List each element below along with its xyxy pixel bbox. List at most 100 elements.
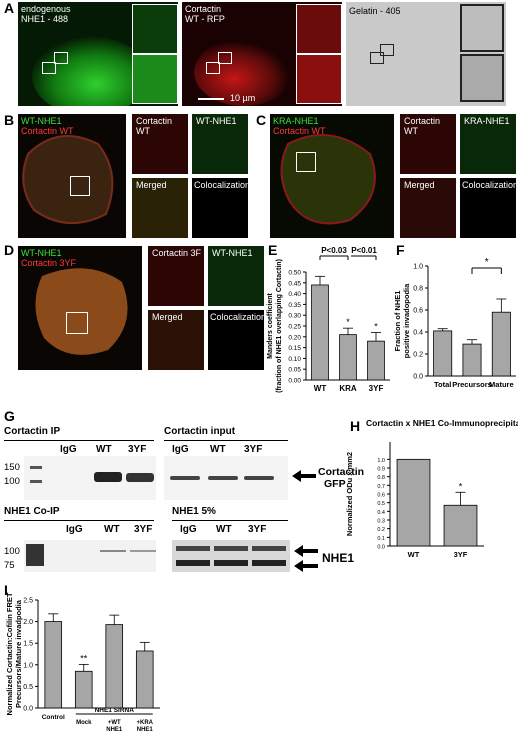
blot-nhe5-band-wt-upper xyxy=(214,546,248,551)
panel-b-main-image: WT-NHE1 Cortactin WT xyxy=(18,114,126,238)
blot-coip-lane-wt: WT xyxy=(104,524,120,535)
panel-c-legend-green: KRA-NHE1 xyxy=(273,116,319,126)
blot-ip-band-3yf xyxy=(126,473,154,482)
blot-ip-band-wt xyxy=(94,472,122,482)
panel-d-roi-box xyxy=(66,312,88,334)
panel-c-main-image: KRA-NHE1 Cortactin WT xyxy=(270,114,394,238)
chart-h-ytick-label-5: 0.5 xyxy=(377,501,385,507)
blot-ip-marker-100 xyxy=(30,480,42,483)
panel-c-merged-sub-label: Merged xyxy=(404,180,435,190)
chart-f-xtick-label-0: Total xyxy=(434,380,451,389)
chart-h-bar-0 xyxy=(396,458,431,547)
chart-i-group-label: NHE1 SiRNA xyxy=(95,707,135,714)
panel-b-nhe1-sub: WT-NHE1 xyxy=(192,114,248,174)
chart-h-ytick-label-9: 0.9 xyxy=(377,467,385,473)
chart-i-ylabel-2: Precursors/Mature invadpodia xyxy=(14,599,23,708)
chart-e-ytick-label-1: 0.05 xyxy=(288,367,301,374)
chart-h-ytick-label-10: 1.0 xyxy=(377,458,385,464)
panel-c-coloc-sub: Colocalization xyxy=(460,178,516,238)
panel-label-c: C xyxy=(256,112,267,128)
panel-a-gelatin-label: Gelatin - 405 xyxy=(349,6,401,16)
panel-d-merged-sub: Merged xyxy=(148,310,204,370)
panel-a-scalebar-label: 10 µm xyxy=(230,93,256,103)
chart-e-ytick-label-4: 0.20 xyxy=(288,334,301,341)
panel-a-roi-box-4 xyxy=(218,52,232,64)
chart-i-ytick-label-0: 0.0 xyxy=(23,706,33,713)
blot-coip-rule xyxy=(4,520,154,521)
panel-c-legend-red: Cortactin WT xyxy=(273,126,326,136)
chart-i-ytick-label-5: 2.5 xyxy=(23,598,33,605)
chart-e-ytick-label-8: 0.40 xyxy=(288,291,301,298)
panel-label-d: D xyxy=(4,242,15,258)
panel-a-roi-box-1 xyxy=(42,62,56,74)
panel-a-gelatin-image: Gelatin - 405 xyxy=(346,2,506,106)
panel-d-merged-sub-label: Merged xyxy=(152,312,183,322)
panel-h-chart: 0.0 0.1 0.2 0.3 0.4 0.5 0.6 0.7 0.8 0.9 1.0 WT * 3YF N… xyxy=(345,418,518,559)
chart-e-ytick-label-5: 0.25 xyxy=(288,324,301,331)
chart-h-title: Cortactin x NHE1 Co-Immunoprecipitation xyxy=(366,418,518,428)
blot-input-lane-3yf: 3YF xyxy=(244,444,263,455)
panel-a-cortactin-label-2: WT - RFP xyxy=(185,14,225,24)
chart-h-ytick-label-3: 0.3 xyxy=(377,519,385,525)
panel-b-merged-sub: Merged xyxy=(132,178,188,238)
chart-f-ytick-label-3: 0.6 xyxy=(413,308,423,315)
chart-f-ytick-label-4: 0.8 xyxy=(413,286,423,293)
chart-i-bar-0 xyxy=(44,621,63,709)
chart-e-ytick-label-6: 0.30 xyxy=(288,313,301,320)
panel-a-roi-box-5 xyxy=(370,52,384,64)
chart-h-sig-1: * xyxy=(459,481,463,491)
blot-ip-lane-3yf: 3YF xyxy=(128,444,147,455)
chart-i-ytick-label-3: 1.5 xyxy=(23,641,33,648)
chart-h-ytick-label-8: 0.8 xyxy=(377,475,385,481)
chart-f-xtick-label-2: Mature xyxy=(489,380,514,389)
panel-a-nhe1-image: endogenous NHE1 - 488 xyxy=(18,2,178,106)
panel-c-cell xyxy=(280,134,376,225)
chart-i-bar-1 xyxy=(74,670,93,709)
panel-a-scalebar xyxy=(198,98,224,100)
chart-i-sig-1: ** xyxy=(80,653,88,663)
chart-e-ylabel-2: (fraction of NHE1 overlapping Cortactin) xyxy=(276,259,283,393)
blot-coip-band-3yf xyxy=(130,550,156,552)
blot-input-lane-wt: WT xyxy=(210,444,226,455)
panel-b-legend-green: WT-NHE1 xyxy=(21,116,62,126)
blot-coip-ladder xyxy=(26,544,44,566)
panel-c-nhe1-sub: KRA-NHE1 xyxy=(460,114,516,174)
panel-label-b: B xyxy=(4,112,15,128)
panel-d-legend-green: WT-NHE1 xyxy=(21,248,62,258)
chart-e-ytick-label-7: 0.35 xyxy=(288,302,301,309)
chart-e-sig-1: * xyxy=(346,317,350,327)
panel-a-cortactin-texture xyxy=(194,38,294,106)
panel-c-coloc-sub-label: Colocalization xyxy=(462,180,516,190)
blot-ip-lane-igg: IgG xyxy=(60,444,77,455)
panel-a-gelatin-zoom-1 xyxy=(460,4,504,52)
panel-a-gelatin-zoom-2 xyxy=(460,54,504,102)
blot-nhe5-membrane xyxy=(172,540,290,572)
chart-i-bar-2 xyxy=(105,624,124,709)
panel-b-merged-sub-label: Merged xyxy=(136,180,167,190)
panel-label-g: G xyxy=(4,408,15,424)
blot-ip-membrane xyxy=(24,456,156,500)
chart-h-ytick-label-2: 0.2 xyxy=(377,527,385,533)
panel-a-roi-box-3 xyxy=(206,62,220,74)
chart-e-ytick-label-3: 0.15 xyxy=(288,345,301,352)
chart-f-bar-2 xyxy=(491,311,511,377)
blot-ip-lane-wt: WT xyxy=(96,444,112,455)
panel-d-cortactin-sub-label: Cortactin 3F xyxy=(152,248,202,258)
blot-nhe5-lane-igg: IgG xyxy=(180,524,197,535)
blot-coip-lane-3yf: 3YF xyxy=(134,524,153,535)
chart-e-bar-2 xyxy=(367,340,385,381)
chart-i-xtick-label-0: Control xyxy=(42,714,65,721)
chart-h-ytick-label-1: 0.1 xyxy=(377,536,385,542)
panel-b-cell xyxy=(22,135,114,225)
panel-a-roi-box-2 xyxy=(54,52,68,64)
panel-a-cortactin-label-1: Cortactin xyxy=(185,4,222,14)
blot-ip-title: Cortactin IP xyxy=(4,426,61,437)
chart-f-ytick-label-1: 0.2 xyxy=(413,352,423,359)
chart-e-bar-0 xyxy=(311,284,329,381)
chart-e-xtick-label-0: WT xyxy=(314,384,327,393)
chart-f-ylabel-2: positive invadopodia xyxy=(402,283,411,358)
chart-f-ytick-label-2: 0.4 xyxy=(413,330,423,337)
blot-ip-rule xyxy=(4,440,154,441)
blot-nhe5-band-3yf-upper xyxy=(252,546,286,551)
